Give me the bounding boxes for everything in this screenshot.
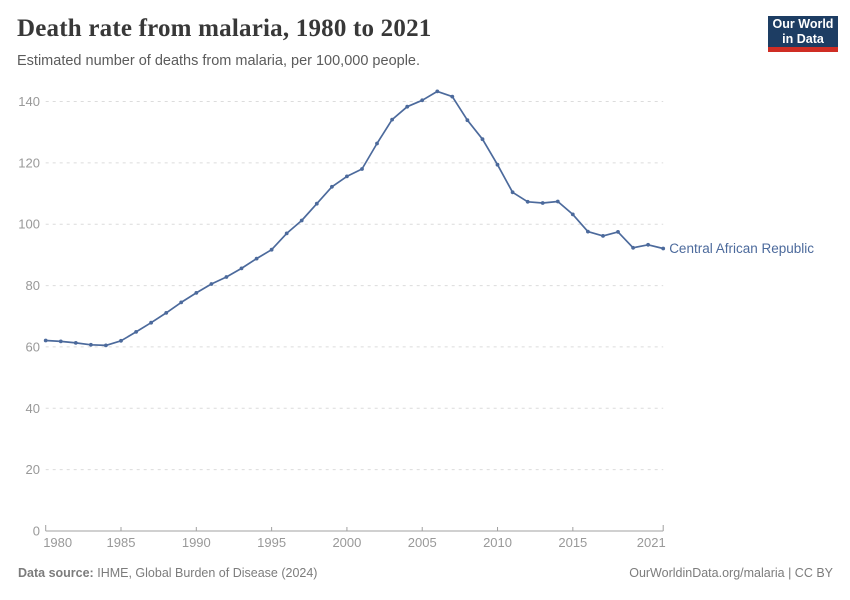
data-point [73,341,78,345]
data-point [570,212,575,217]
y-axis-label: 100 [18,217,40,232]
page-title: Death rate from malaria, 1980 to 2021 [17,15,432,42]
data-point [435,89,440,94]
data-point [555,199,560,204]
owid-logo: Our World in Data [768,16,838,52]
data-point [269,247,274,252]
footer-attribution: OurWorldinData.org/malaria | CC BY [629,566,833,580]
data-point [510,190,515,195]
data-point [224,275,229,279]
data-point [586,229,590,234]
owid-logo-line1: Our World [772,17,834,31]
x-axis-label: 2000 [332,535,361,550]
data-point [209,282,214,286]
data-point [631,245,635,250]
y-axis-label: 80 [26,278,40,293]
y-axis-label: 40 [26,401,40,416]
data-point [495,162,500,167]
y-axis-label: 20 [26,462,40,477]
data-point [646,242,650,247]
page-subtitle: Estimated number of deaths from malaria,… [17,53,421,69]
x-axis-label: 1990 [182,535,211,550]
data-point [345,174,349,179]
data-point [134,330,139,334]
data-point [330,184,334,189]
data-point [119,338,123,343]
data-point [601,234,605,238]
data-point [194,291,199,295]
data-line [44,90,665,347]
data-point [58,339,63,344]
data-point [480,137,485,142]
y-axis-label: 120 [18,155,40,170]
data-point [179,300,184,305]
data-point [375,141,379,146]
data-point [540,201,545,205]
x-axis-label: 2010 [483,535,512,550]
data-point [420,98,425,103]
data-point [254,256,259,261]
series-label: Central African Republic [669,241,814,256]
data-point [525,199,530,204]
data-source-label: Data source: [18,566,94,580]
owid-logo-line2: in Data [782,32,824,46]
y-axis-label: 60 [26,339,40,354]
data-point [149,320,154,325]
y-axis-label: 0 [33,524,40,539]
data-point [405,104,410,109]
data-point [616,230,620,234]
data-point [104,343,108,348]
data-source-text: IHME, Global Burden of Disease (2024) [97,566,318,580]
data-source: Data source: IHME, Global Burden of Dise… [18,565,317,581]
data-point [314,201,319,206]
data-point [360,167,364,171]
x-axis-label: 2005 [408,535,437,550]
data-point [661,246,666,251]
data-point [465,118,470,123]
data-point [239,266,244,271]
chart-footer: Data source: IHME, Global Burden of Dise… [18,565,833,581]
x-axis-label: 2021 [637,535,666,550]
x-axis-label: 2015 [558,535,587,550]
data-point [43,338,48,343]
data-point [299,218,304,223]
data-point [450,94,455,99]
x-axis-label: 1995 [257,535,286,550]
y-axis-label: 140 [18,94,40,109]
x-axis-label: 1980 [43,535,72,550]
x-axis-label: 1985 [107,535,136,550]
data-point [89,342,93,347]
data-point [164,311,169,315]
data-point [284,231,289,236]
data-point [390,117,394,122]
